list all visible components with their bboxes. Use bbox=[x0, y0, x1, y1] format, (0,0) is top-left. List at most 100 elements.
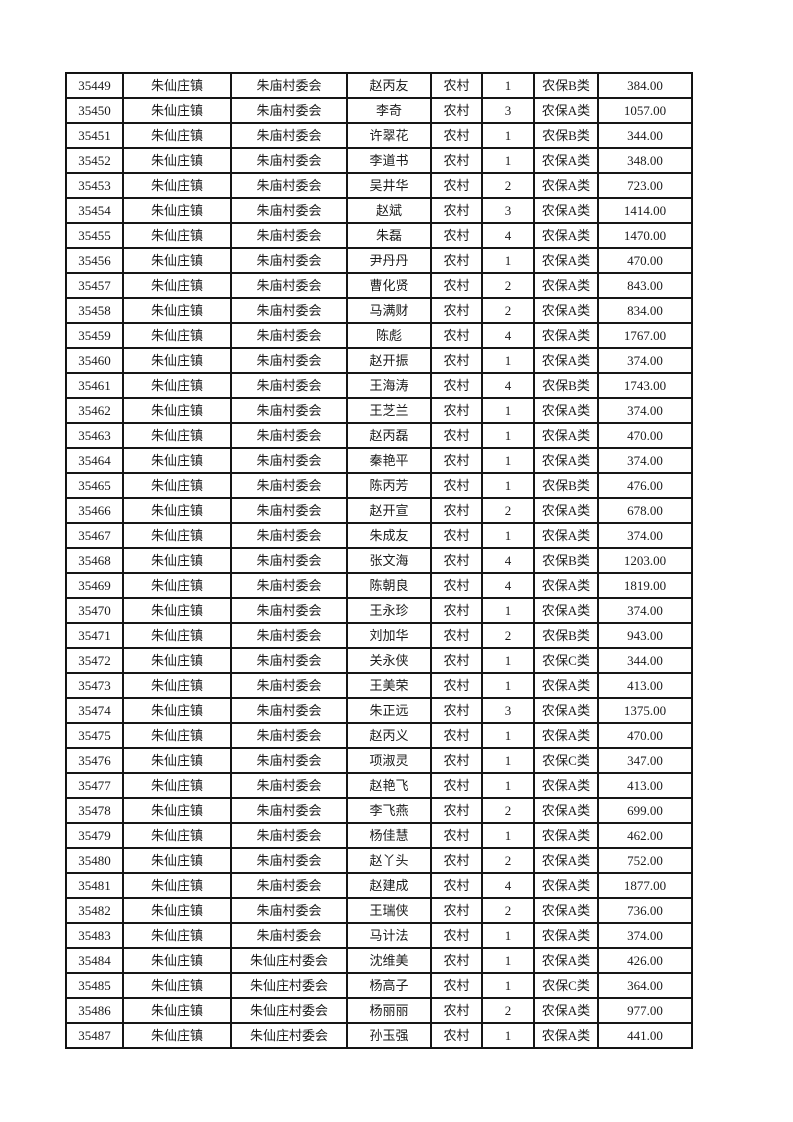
cell-person-count: 4 bbox=[482, 223, 534, 248]
cell-person-count: 1 bbox=[482, 923, 534, 948]
cell-village-committee: 朱庙村委会 bbox=[231, 873, 347, 898]
cell-town: 朱仙庄镇 bbox=[123, 523, 231, 548]
cell-village-committee: 朱庙村委会 bbox=[231, 748, 347, 773]
cell-amount: 348.00 bbox=[598, 148, 692, 173]
table-row: 35468 朱仙庄镇 朱庙村委会 张文海 农村 4 农保B类 1203.00 bbox=[66, 548, 692, 573]
cell-insurance-type: 农保A类 bbox=[534, 898, 598, 923]
table-row: 35477 朱仙庄镇 朱庙村委会 赵艳飞 农村 1 农保A类 413.00 bbox=[66, 773, 692, 798]
cell-village-committee: 朱庙村委会 bbox=[231, 723, 347, 748]
cell-residence-type: 农村 bbox=[431, 498, 482, 523]
table-row: 35456 朱仙庄镇 朱庙村委会 尹丹丹 农村 1 农保A类 470.00 bbox=[66, 248, 692, 273]
cell-person-name: 赵斌 bbox=[347, 198, 431, 223]
cell-amount: 374.00 bbox=[598, 523, 692, 548]
cell-record-id: 35467 bbox=[66, 523, 123, 548]
cell-town: 朱仙庄镇 bbox=[123, 123, 231, 148]
table-row: 35458 朱仙庄镇 朱庙村委会 马满财 农村 2 农保A类 834.00 bbox=[66, 298, 692, 323]
cell-village-committee: 朱庙村委会 bbox=[231, 448, 347, 473]
table-row: 35459 朱仙庄镇 朱庙村委会 陈彪 农村 4 农保A类 1767.00 bbox=[66, 323, 692, 348]
cell-person-count: 1 bbox=[482, 473, 534, 498]
cell-insurance-type: 农保A类 bbox=[534, 1023, 598, 1048]
cell-residence-type: 农村 bbox=[431, 223, 482, 248]
cell-insurance-type: 农保B类 bbox=[534, 548, 598, 573]
cell-record-id: 35451 bbox=[66, 123, 123, 148]
cell-amount: 441.00 bbox=[598, 1023, 692, 1048]
cell-record-id: 35460 bbox=[66, 348, 123, 373]
table-row: 35457 朱仙庄镇 朱庙村委会 曹化贤 农村 2 农保A类 843.00 bbox=[66, 273, 692, 298]
cell-insurance-type: 农保A类 bbox=[534, 573, 598, 598]
cell-person-name: 赵建成 bbox=[347, 873, 431, 898]
cell-village-committee: 朱仙庄村委会 bbox=[231, 973, 347, 998]
cell-insurance-type: 农保A类 bbox=[534, 398, 598, 423]
cell-person-count: 2 bbox=[482, 498, 534, 523]
cell-amount: 1414.00 bbox=[598, 198, 692, 223]
cell-person-count: 2 bbox=[482, 898, 534, 923]
cell-residence-type: 农村 bbox=[431, 573, 482, 598]
cell-person-count: 2 bbox=[482, 273, 534, 298]
cell-residence-type: 农村 bbox=[431, 898, 482, 923]
cell-town: 朱仙庄镇 bbox=[123, 848, 231, 873]
table-row: 35466 朱仙庄镇 朱庙村委会 赵开宣 农村 2 农保A类 678.00 bbox=[66, 498, 692, 523]
cell-person-name: 李奇 bbox=[347, 98, 431, 123]
cell-residence-type: 农村 bbox=[431, 973, 482, 998]
cell-person-name: 刘加华 bbox=[347, 623, 431, 648]
cell-residence-type: 农村 bbox=[431, 548, 482, 573]
cell-village-committee: 朱庙村委会 bbox=[231, 198, 347, 223]
cell-person-name: 陈丙芳 bbox=[347, 473, 431, 498]
cell-person-name: 朱正远 bbox=[347, 698, 431, 723]
cell-person-count: 1 bbox=[482, 598, 534, 623]
insurance-records-table: 35449 朱仙庄镇 朱庙村委会 赵丙友 农村 1 农保B类 384.00 35… bbox=[65, 72, 693, 1049]
cell-person-name: 王美荣 bbox=[347, 673, 431, 698]
cell-residence-type: 农村 bbox=[431, 398, 482, 423]
cell-town: 朱仙庄镇 bbox=[123, 623, 231, 648]
cell-amount: 678.00 bbox=[598, 498, 692, 523]
cell-amount: 374.00 bbox=[598, 598, 692, 623]
cell-amount: 413.00 bbox=[598, 773, 692, 798]
cell-amount: 413.00 bbox=[598, 673, 692, 698]
table-row: 35460 朱仙庄镇 朱庙村委会 赵开振 农村 1 农保A类 374.00 bbox=[66, 348, 692, 373]
cell-record-id: 35477 bbox=[66, 773, 123, 798]
cell-record-id: 35458 bbox=[66, 298, 123, 323]
cell-person-name: 马计法 bbox=[347, 923, 431, 948]
cell-town: 朱仙庄镇 bbox=[123, 923, 231, 948]
table-row: 35467 朱仙庄镇 朱庙村委会 朱成友 农村 1 农保A类 374.00 bbox=[66, 523, 692, 548]
cell-record-id: 35484 bbox=[66, 948, 123, 973]
cell-residence-type: 农村 bbox=[431, 598, 482, 623]
cell-amount: 462.00 bbox=[598, 823, 692, 848]
cell-amount: 943.00 bbox=[598, 623, 692, 648]
cell-person-name: 陈彪 bbox=[347, 323, 431, 348]
cell-insurance-type: 农保B类 bbox=[534, 73, 598, 98]
cell-town: 朱仙庄镇 bbox=[123, 798, 231, 823]
cell-village-committee: 朱庙村委会 bbox=[231, 473, 347, 498]
table-row: 35485 朱仙庄镇 朱仙庄村委会 杨高子 农村 1 农保C类 364.00 bbox=[66, 973, 692, 998]
cell-town: 朱仙庄镇 bbox=[123, 598, 231, 623]
cell-residence-type: 农村 bbox=[431, 673, 482, 698]
cell-residence-type: 农村 bbox=[431, 773, 482, 798]
cell-record-id: 35450 bbox=[66, 98, 123, 123]
cell-insurance-type: 农保A类 bbox=[534, 323, 598, 348]
cell-record-id: 35476 bbox=[66, 748, 123, 773]
table-row: 35454 朱仙庄镇 朱庙村委会 赵斌 农村 3 农保A类 1414.00 bbox=[66, 198, 692, 223]
cell-record-id: 35464 bbox=[66, 448, 123, 473]
cell-insurance-type: 农保A类 bbox=[534, 873, 598, 898]
cell-town: 朱仙庄镇 bbox=[123, 773, 231, 798]
cell-person-count: 1 bbox=[482, 723, 534, 748]
cell-record-id: 35453 bbox=[66, 173, 123, 198]
table-row: 35480 朱仙庄镇 朱庙村委会 赵丫头 农村 2 农保A类 752.00 bbox=[66, 848, 692, 873]
cell-person-name: 朱成友 bbox=[347, 523, 431, 548]
cell-insurance-type: 农保A类 bbox=[534, 198, 598, 223]
cell-person-count: 1 bbox=[482, 773, 534, 798]
cell-person-name: 朱磊 bbox=[347, 223, 431, 248]
cell-record-id: 35473 bbox=[66, 673, 123, 698]
cell-village-committee: 朱庙村委会 bbox=[231, 348, 347, 373]
cell-town: 朱仙庄镇 bbox=[123, 698, 231, 723]
table-row: 35464 朱仙庄镇 朱庙村委会 秦艳平 农村 1 农保A类 374.00 bbox=[66, 448, 692, 473]
cell-village-committee: 朱庙村委会 bbox=[231, 548, 347, 573]
cell-town: 朱仙庄镇 bbox=[123, 198, 231, 223]
cell-insurance-type: 农保A类 bbox=[534, 848, 598, 873]
cell-residence-type: 农村 bbox=[431, 273, 482, 298]
cell-insurance-type: 农保A类 bbox=[534, 598, 598, 623]
cell-insurance-type: 农保A类 bbox=[534, 448, 598, 473]
cell-person-name: 李道书 bbox=[347, 148, 431, 173]
cell-village-committee: 朱仙庄村委会 bbox=[231, 1023, 347, 1048]
